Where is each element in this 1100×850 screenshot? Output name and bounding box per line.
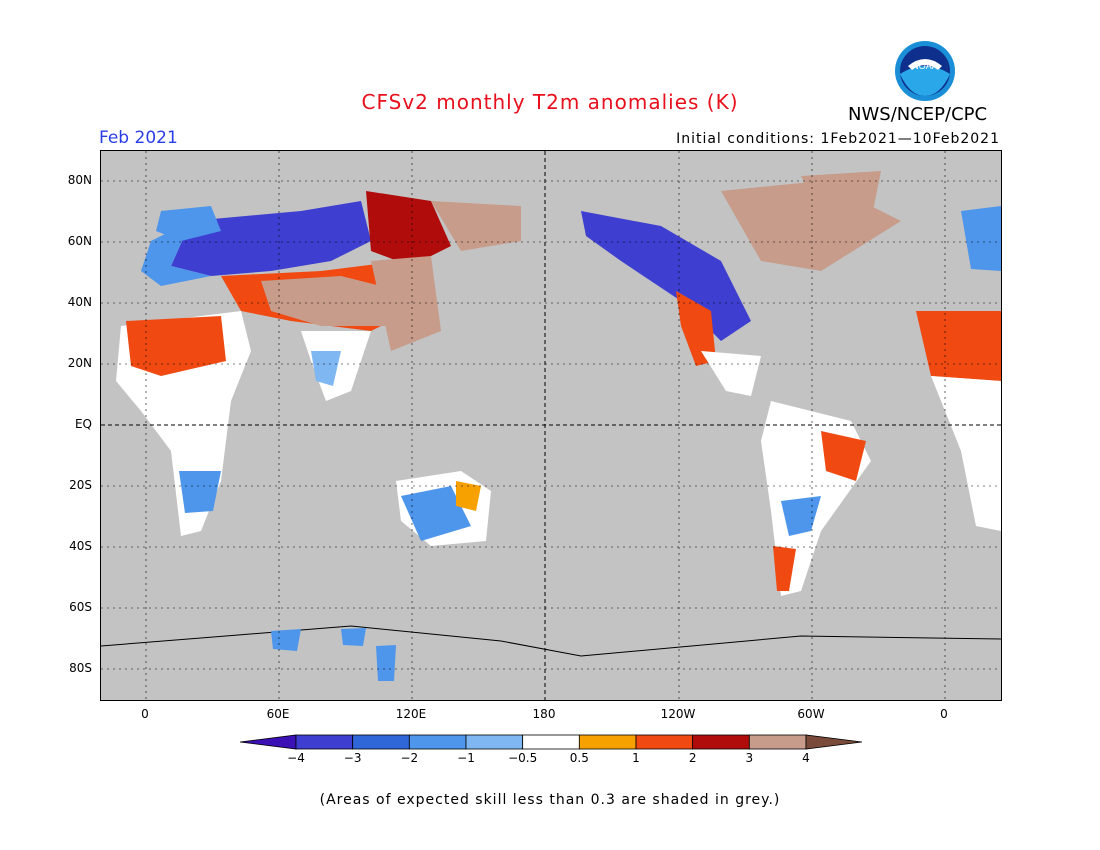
colorbar-tick-label: 1 (632, 751, 640, 765)
colorbar-segment (635, 734, 694, 750)
colorbar-tick-label: 0.5 (569, 751, 589, 765)
greenland-brown (801, 171, 881, 236)
lon-label: 180 (532, 707, 556, 721)
lon-label: 0 (940, 707, 948, 721)
antarctica-cold-patch (341, 628, 366, 646)
lat-label: 40N (67, 295, 92, 309)
australia-cold (401, 486, 471, 541)
africa-repeat-warm (916, 311, 1001, 381)
colorbar (239, 734, 863, 754)
colorbar-arrow-low (239, 734, 297, 750)
lat-label: 80S (69, 661, 92, 675)
organization-label: NWS/NCEP/CPC (848, 104, 988, 125)
brazil-warm (821, 431, 866, 481)
colorbar-tick-label: −1 (457, 751, 475, 765)
valid-period-label: Feb 2021 (99, 128, 178, 148)
africa-repeat-land (931, 376, 1001, 531)
colorbar-segment (578, 734, 637, 750)
east-siberia-brown (431, 201, 521, 251)
australia-warm (456, 481, 481, 511)
colorbar-tick-label: −4 (287, 751, 305, 765)
lon-label: 120W (660, 707, 696, 721)
mexico-land (701, 351, 761, 396)
north-america-cold (581, 211, 751, 341)
us-west-warm (676, 291, 716, 366)
map-frame (100, 150, 1002, 701)
lat-label: 40S (69, 539, 92, 553)
lat-label: 20N (67, 356, 92, 370)
colorbar-segment (408, 734, 467, 750)
colorbar-segment (295, 734, 354, 750)
colorbar-tick-label: 2 (688, 751, 697, 765)
lon-label: 120E (395, 707, 427, 721)
lat-label: 20S (69, 478, 92, 492)
southern-africa-cold (179, 471, 221, 513)
logo-text: NOAA (912, 61, 938, 71)
lon-label: 60W (797, 707, 825, 721)
colorbar-segment (465, 734, 524, 750)
anomaly-map (101, 151, 1001, 700)
tibet-brown (261, 276, 401, 326)
eurasia-cold-fringe (141, 221, 211, 286)
initial-conditions-label: Initial conditions: 1Feb2021—10Feb2021 (676, 131, 1000, 147)
siberia-warm (366, 191, 451, 266)
colorbar-arrow-high (805, 734, 863, 750)
colorbar-tick-label: −3 (343, 751, 362, 765)
lon-label: 0 (141, 707, 149, 721)
colorbar-segment (522, 734, 580, 750)
colorbar-tick-label: 3 (745, 751, 754, 765)
sahara-warm (126, 316, 226, 376)
scandinavia-cold (156, 206, 221, 241)
eurasia-cold-region (171, 201, 371, 276)
chart-title: CFSv2 monthly T2m anomalies (K) (361, 90, 739, 114)
footnote: (Areas of expected skill less than 0.3 a… (319, 792, 781, 808)
colorbar-tick-label: 4 (802, 751, 810, 765)
lon-label: 60E (266, 707, 290, 721)
colorbar-tick-label: −2 (400, 751, 419, 765)
colorbar-segment (692, 734, 750, 750)
noaa-logo: NOAA (894, 40, 956, 102)
lat-label: 80N (67, 173, 92, 187)
colorbar-segment (352, 734, 410, 750)
south-america-cold (781, 496, 821, 536)
graticule (101, 151, 1001, 700)
india-cold (311, 351, 341, 386)
colorbar-segment (748, 734, 807, 750)
antarctica-coast (101, 625, 1001, 657)
lat-label: EQ (74, 417, 92, 431)
antarctica-cold-patch (376, 645, 396, 681)
patagonia-warm (773, 546, 796, 591)
colorbar-tick-label: −0.5 (508, 751, 538, 765)
antarctica-cold-patch (271, 629, 301, 651)
europe-repeat-cold (961, 206, 1001, 271)
lat-label: 60N (67, 234, 92, 248)
lat-label: 60S (69, 600, 92, 614)
colorbar-svg (239, 734, 863, 750)
china-brown (371, 256, 441, 351)
